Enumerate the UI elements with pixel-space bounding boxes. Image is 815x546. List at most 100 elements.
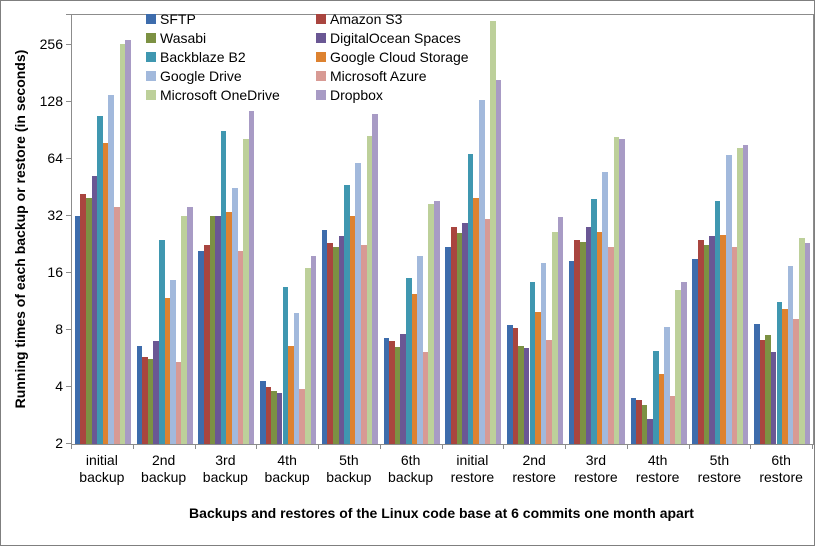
- bar-amazon-s3: [142, 356, 148, 444]
- bar-wasabi: [209, 216, 216, 444]
- bar-google-cloud-storage: [349, 216, 356, 444]
- legend-item-microsoft-onedrive: Microsoft OneDrive: [146, 85, 280, 104]
- bar-digitalocean-spaces: [709, 236, 715, 444]
- bar-dropbox: [310, 255, 317, 444]
- x-category-label: 2nd backup: [141, 452, 187, 485]
- bar-google-drive: [417, 255, 423, 444]
- bar-digitalocean-spaces: [647, 419, 653, 444]
- bar-backblaze-b2: [653, 351, 659, 444]
- x-tick-mark: [256, 444, 257, 449]
- x-category-label: 3rd restore: [574, 452, 618, 485]
- bar-backblaze-b2: [529, 281, 536, 444]
- bar-backblaze-b2: [220, 131, 227, 444]
- y-tick-mark: [66, 386, 71, 387]
- y-tick-label: 256: [39, 36, 63, 52]
- bar-amazon-s3: [80, 193, 86, 444]
- legend-item-google-cloud-storage: Google Cloud Storage: [316, 47, 469, 66]
- x-category-label: 2nd restore: [512, 452, 556, 485]
- x-category-label: 5th backup: [326, 452, 372, 485]
- bar-microsoft-azure: [175, 362, 182, 444]
- y-tick-mark: [66, 272, 71, 273]
- bar-sftp: [198, 250, 204, 444]
- y-tick-label: 2: [55, 435, 63, 451]
- bar-digitalocean-spaces: [276, 393, 283, 444]
- bar-digitalocean-spaces: [400, 334, 406, 444]
- x-tick-mark: [71, 444, 72, 449]
- x-tick-mark: [195, 444, 196, 449]
- bar-amazon-s3: [636, 400, 642, 444]
- bar-sftp: [260, 381, 266, 444]
- bar-dropbox: [248, 111, 255, 444]
- bar-digitalocean-spaces: [215, 216, 221, 444]
- bar-google-cloud-storage: [535, 311, 541, 444]
- bar-microsoft-azure: [793, 318, 799, 444]
- legend-label: Google Cloud Storage: [330, 48, 469, 65]
- bar-wasabi: [394, 347, 401, 444]
- x-tick-mark: [627, 444, 628, 449]
- legend-item-backblaze-b2: Backblaze B2: [146, 47, 246, 66]
- x-tick-mark: [750, 444, 751, 449]
- legend-swatch: [316, 13, 326, 24]
- legend-swatch: [146, 32, 156, 43]
- legend-label: DigitalOcean Spaces: [330, 29, 461, 46]
- bar-microsoft-onedrive: [181, 216, 188, 444]
- bar-wasabi: [456, 233, 463, 444]
- bar-google-cloud-storage: [782, 309, 788, 444]
- legend-label: Google Drive: [160, 67, 242, 84]
- bar-backblaze-b2: [591, 198, 597, 444]
- bar-google-cloud-storage: [720, 234, 726, 444]
- y-tick-mark: [66, 44, 71, 45]
- bar-amazon-s3: [697, 239, 704, 444]
- x-axis-title: Backups and restores of the Linux code b…: [189, 505, 694, 521]
- legend-swatch: [146, 70, 156, 81]
- bar-microsoft-azure: [669, 395, 676, 444]
- bar-dropbox: [804, 243, 811, 444]
- legend-item-google-drive: Google Drive: [146, 66, 242, 85]
- y-axis-top-tick: [66, 14, 71, 15]
- bar-microsoft-onedrive: [613, 136, 620, 444]
- bar-wasabi: [518, 345, 524, 444]
- bar-microsoft-onedrive: [243, 138, 249, 444]
- bar-google-drive: [725, 155, 732, 444]
- bar-amazon-s3: [389, 341, 395, 444]
- bar-amazon-s3: [450, 227, 457, 444]
- bar-dropbox: [495, 80, 502, 444]
- bar-google-cloud-storage: [411, 294, 418, 444]
- bar-google-drive: [355, 163, 362, 444]
- bar-digitalocean-spaces: [153, 341, 159, 444]
- legend-item-sftp: SFTP: [146, 9, 196, 28]
- bar-amazon-s3: [265, 387, 272, 444]
- legend-label: Amazon S3: [330, 10, 403, 27]
- bar-microsoft-azure: [422, 352, 429, 444]
- bar-wasabi: [147, 359, 154, 444]
- legend-swatch: [316, 70, 326, 81]
- bar-microsoft-onedrive: [737, 148, 743, 444]
- legend-label: SFTP: [160, 10, 196, 27]
- legend-label: Dropbox: [330, 86, 383, 103]
- x-category-label: initial restore: [450, 452, 495, 485]
- legend-label: Wasabi: [160, 29, 207, 46]
- bar-dropbox: [619, 138, 625, 444]
- bar-sftp: [321, 230, 328, 444]
- bar-digitalocean-spaces: [585, 227, 592, 444]
- legend-swatch: [316, 32, 326, 43]
- x-tick-mark: [442, 444, 443, 449]
- y-tick-label: 32: [47, 207, 63, 223]
- x-tick-mark: [133, 444, 134, 449]
- x-tick-mark: [503, 444, 504, 449]
- x-category-label: 3rd backup: [202, 452, 248, 485]
- bar-digitalocean-spaces: [462, 222, 468, 444]
- bar-dropbox: [742, 145, 749, 444]
- bar-sftp: [692, 259, 698, 444]
- bar-wasabi: [641, 405, 648, 444]
- y-tick-mark: [66, 215, 71, 216]
- legend-label: Microsoft OneDrive: [160, 86, 280, 103]
- bar-microsoft-azure: [484, 218, 491, 444]
- x-tick-mark: [689, 444, 690, 449]
- x-tick-mark: [565, 444, 566, 449]
- bar-wasabi: [765, 335, 771, 444]
- legend-swatch: [146, 89, 156, 100]
- bar-backblaze-b2: [159, 239, 165, 444]
- x-category-label: 6th backup: [388, 452, 434, 485]
